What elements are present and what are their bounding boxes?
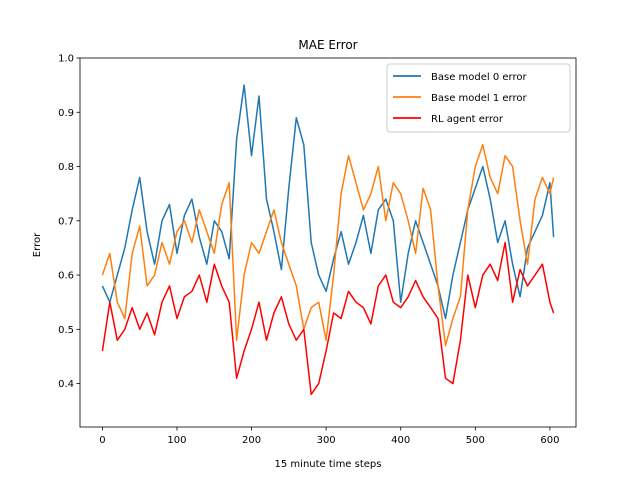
- series-line-2: [101, 241, 555, 396]
- x-tick-label: 200: [242, 435, 261, 446]
- y-axis-title: Error: [32, 232, 43, 257]
- x-tick-label: 100: [167, 435, 186, 446]
- legend-box: [386, 63, 571, 133]
- y-axis-ticks: 0.4 0.5 0.6 0.7 0.8 0.9 1.0: [58, 54, 80, 390]
- plot-lines: [101, 84, 555, 396]
- y-tick-label: 1.0: [58, 54, 74, 65]
- x-tick-label: 300: [317, 435, 336, 446]
- y-tick-label: 0.6: [58, 271, 74, 282]
- chart-title: MAE Error: [298, 38, 357, 52]
- legend-label-rl-agent: RL agent error: [431, 114, 504, 125]
- series-line-1: [101, 144, 555, 347]
- y-tick-label: 0.4: [58, 379, 74, 390]
- x-axis-title: 15 minute time steps: [275, 459, 382, 470]
- legend-item-base-model-1: Base model 1 error: [393, 93, 527, 104]
- plot-frame: [79, 57, 577, 428]
- x-tick-label: 500: [466, 435, 485, 446]
- y-tick-label: 0.8: [58, 162, 74, 173]
- series-line-0: [101, 84, 555, 320]
- y-tick-label: 0.9: [58, 108, 74, 119]
- x-axis-ticks: 0 100 200 300 400 500 600: [99, 427, 559, 446]
- x-tick-label: 400: [391, 435, 410, 446]
- legend-item-rl-agent: RL agent error: [393, 114, 504, 125]
- legend-item-base-model-0: Base model 0 error: [393, 72, 527, 83]
- x-tick-label: 0: [99, 435, 105, 446]
- legend-label-base-model-1: Base model 1 error: [431, 93, 527, 104]
- legend: Base model 0 error Base model 1 error RL…: [386, 63, 571, 133]
- x-tick-label: 600: [540, 435, 559, 446]
- y-tick-label: 0.7: [58, 216, 74, 227]
- legend-label-base-model-0: Base model 0 error: [431, 72, 527, 83]
- y-tick-label: 0.5: [58, 325, 74, 336]
